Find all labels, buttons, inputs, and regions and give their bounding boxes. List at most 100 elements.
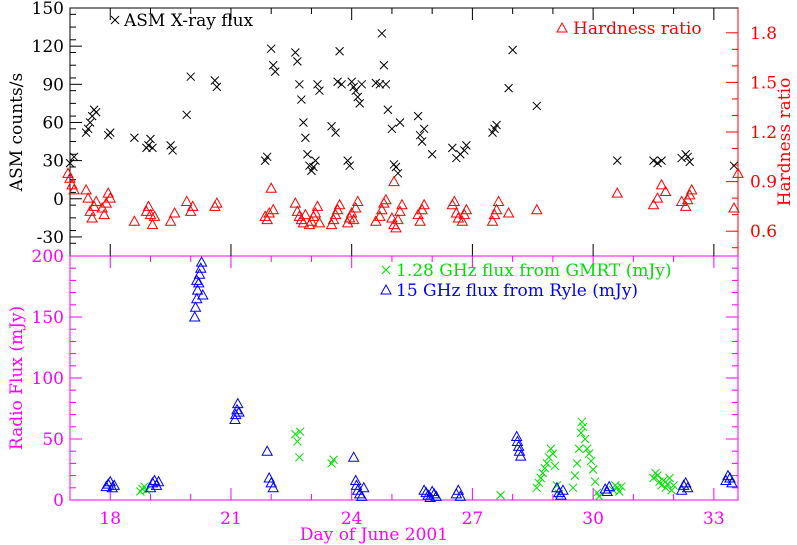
- ryle-point: [106, 481, 119, 493]
- ryle-point: [603, 480, 616, 492]
- cross-stroke: [538, 468, 548, 478]
- cross-stroke: [460, 146, 469, 155]
- hardness-point: [128, 215, 141, 226]
- gmrt-point: [649, 473, 658, 483]
- asm-point: [146, 134, 155, 144]
- gmrt-point: [594, 491, 604, 501]
- asm-point: [379, 60, 389, 70]
- gmrt-point: [542, 459, 552, 468]
- asm-point: [729, 161, 739, 171]
- ryle-point: [357, 481, 370, 493]
- gmrt-point: [548, 449, 558, 458]
- cross-stroke: [657, 481, 666, 490]
- asm-point: [186, 72, 196, 82]
- cross-stroke: [496, 490, 505, 500]
- cross-stroke: [577, 417, 587, 427]
- ryle-point: [430, 490, 443, 501]
- asm-point: [335, 46, 344, 56]
- hardness-point: [289, 197, 302, 208]
- cross-stroke: [592, 488, 602, 498]
- cross-stroke: [293, 437, 302, 446]
- cross-stroke: [327, 121, 336, 131]
- hardness-point: [655, 178, 668, 190]
- asm-point: [357, 79, 367, 89]
- ryle-point: [513, 445, 526, 456]
- cross-stroke: [186, 72, 196, 82]
- hardness-point: [347, 213, 360, 225]
- hardness-point: [261, 213, 274, 225]
- gmrt-point: [584, 449, 594, 458]
- top-panel-frame: [69, 7, 739, 257]
- asm-point: [303, 149, 312, 159]
- hardness-point: [380, 193, 392, 205]
- x-axis-label: Day of June 2001: [300, 525, 448, 545]
- top-y-tick-label: 120: [32, 37, 64, 57]
- cross-stroke: [462, 141, 471, 150]
- cross-stroke: [614, 487, 624, 496]
- x-tick-label: 27: [462, 509, 484, 529]
- ryle-point: [231, 403, 243, 415]
- cross-stroke: [290, 429, 300, 439]
- cross-stroke: [295, 427, 305, 437]
- legend-ryle: 15 GHz flux from Ryle (mJy): [380, 281, 638, 301]
- hardness-point: [168, 206, 181, 218]
- cross-stroke: [357, 79, 367, 89]
- hardness-point: [378, 197, 390, 208]
- hardness-series: [62, 167, 744, 233]
- cross-stroke: [333, 77, 342, 87]
- asm-point: [130, 133, 139, 143]
- cross-stroke: [415, 130, 425, 140]
- hardness-point: [388, 175, 400, 187]
- asm-point: [532, 101, 542, 111]
- asm-series: [65, 29, 739, 178]
- hardness-point: [732, 167, 744, 178]
- cross-stroke: [508, 45, 518, 55]
- hardness-point: [647, 198, 660, 210]
- cross-stroke: [427, 149, 437, 159]
- gmrt-point: [546, 444, 556, 454]
- gmrt-point: [290, 429, 300, 439]
- asm-point: [315, 86, 324, 96]
- bottom-y-axis: 0 50 100 150 200: [32, 247, 738, 511]
- hardness-point: [82, 192, 94, 203]
- cross-stroke: [582, 444, 592, 454]
- ryle-point: [267, 481, 280, 493]
- hardness-point: [679, 200, 692, 211]
- cross-stroke: [580, 434, 590, 444]
- x-tick-label: 30: [582, 509, 604, 529]
- cross-stroke: [568, 483, 578, 493]
- hardness-point: [486, 215, 499, 226]
- cross-stroke: [381, 79, 391, 89]
- cross-stroke: [395, 118, 405, 127]
- cross-stroke: [667, 485, 676, 495]
- cross-stroke: [574, 444, 584, 454]
- cross-stroke: [550, 461, 560, 471]
- cross-stroke: [417, 137, 427, 146]
- ryle-point: [152, 475, 165, 487]
- asm-point: [309, 162, 318, 172]
- gmrt-point: [616, 482, 626, 491]
- asm-point: [299, 118, 308, 127]
- gmrt-point: [582, 444, 592, 454]
- legend-ryle-triangle: [380, 283, 392, 295]
- asm-point: [270, 67, 280, 76]
- legend-asm: ASM X-ray flux: [110, 11, 254, 31]
- legend-hardness-marker: [556, 21, 568, 33]
- ryle-point: [190, 274, 203, 285]
- ryle-point: [108, 479, 121, 490]
- gmrt-point: [538, 468, 548, 478]
- top-panel: -30 0 30 60 90 120 150 0.6 0.9 1.2 1.5 1.8 ASM cou…: [7, 0, 795, 257]
- ryle-point: [599, 482, 612, 494]
- asm-point: [462, 141, 471, 150]
- asm-point: [508, 45, 518, 55]
- top-y-tick-label: 150: [32, 0, 64, 19]
- legend-hardness-triangle: [556, 21, 568, 33]
- gmrt-series: [136, 417, 678, 501]
- asm-point: [393, 168, 403, 178]
- asm-point: [381, 79, 391, 89]
- ryle-point: [557, 484, 569, 495]
- ryle-point: [194, 262, 207, 273]
- cross-stroke: [419, 124, 429, 134]
- cross-stroke: [355, 99, 365, 108]
